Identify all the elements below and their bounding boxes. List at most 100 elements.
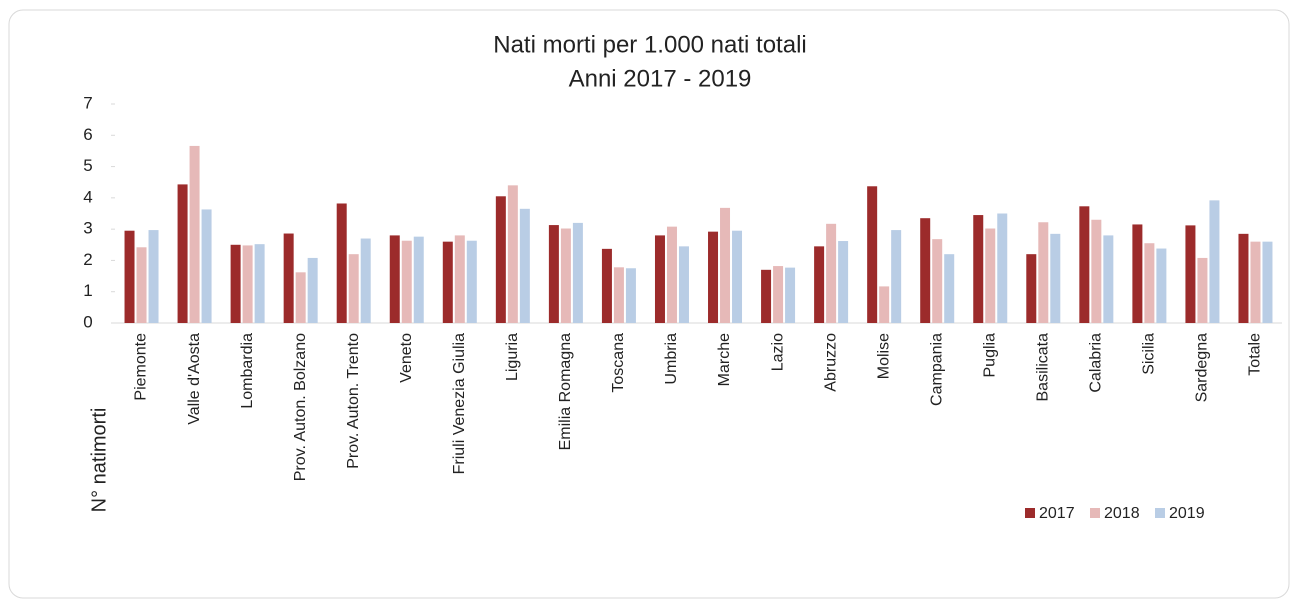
bar	[360, 238, 371, 323]
bar	[666, 226, 677, 323]
bar	[230, 244, 241, 323]
x-tick-label: Puglia	[981, 333, 998, 378]
bar	[519, 208, 530, 323]
x-tick-label: Marche	[716, 333, 733, 386]
bar	[1262, 241, 1273, 323]
bar	[625, 268, 636, 323]
bar	[295, 272, 306, 323]
y-tick-label: 1	[83, 281, 92, 300]
x-tick-label: Valle d'Aosta	[186, 333, 203, 425]
x-tick-label: Lombardia	[239, 333, 256, 409]
y-tick-label: 2	[83, 250, 92, 269]
legend-label: 2018	[1104, 505, 1140, 522]
x-tick-label: Calabria	[1088, 333, 1105, 393]
bar	[1209, 200, 1220, 323]
legend-swatch	[1090, 508, 1100, 518]
x-tick-label: Piemonte	[133, 333, 150, 401]
bar	[761, 269, 772, 323]
bar	[1144, 243, 1155, 323]
legend-swatch	[1025, 508, 1035, 518]
bar	[708, 231, 719, 323]
bar	[1132, 224, 1143, 323]
bar	[242, 245, 253, 323]
bar	[814, 246, 825, 323]
bar	[507, 185, 518, 323]
legend-swatch	[1155, 508, 1165, 518]
y-tick-label: 6	[83, 125, 92, 144]
bar	[613, 267, 624, 323]
bar	[136, 247, 147, 323]
x-tick-label: Liguria	[504, 333, 521, 381]
x-tick-label: Toscana	[610, 333, 627, 393]
bar	[1103, 235, 1114, 323]
bar	[442, 241, 453, 323]
x-tick-label: Friuli Venezia Giulia	[451, 333, 468, 475]
bar	[283, 233, 294, 323]
bar	[1026, 254, 1037, 323]
bar	[1185, 225, 1196, 323]
bar	[1079, 206, 1090, 323]
bar	[201, 209, 212, 323]
x-tick-label: Totale	[1247, 333, 1264, 376]
x-tick-label: Abruzzo	[822, 333, 839, 392]
x-tick-label: Emilia Romagna	[557, 333, 574, 450]
bar	[177, 184, 188, 323]
chart-frame	[8, 9, 1290, 599]
legend-label: 2017	[1039, 505, 1075, 522]
bar	[932, 239, 943, 323]
bar	[773, 266, 784, 323]
bar	[307, 257, 318, 323]
bar	[336, 203, 347, 323]
y-tick-label: 4	[83, 187, 92, 206]
bar	[1050, 233, 1061, 323]
bar	[1238, 233, 1249, 323]
legend-label: 2019	[1169, 505, 1205, 522]
x-tick-label: Veneto	[398, 333, 415, 383]
bar	[879, 286, 890, 323]
x-tick-label: Molise	[875, 333, 892, 379]
bar	[920, 218, 931, 323]
bar	[348, 254, 359, 323]
x-tick-label: Prov. Auton. Bolzano	[292, 333, 309, 481]
bar	[389, 235, 400, 323]
bar	[1197, 257, 1208, 323]
bar	[732, 230, 743, 323]
x-tick-label: Sardegna	[1194, 333, 1211, 402]
bar	[401, 240, 412, 323]
bar	[189, 145, 200, 323]
x-tick-label: Lazio	[769, 333, 786, 371]
chart-subtitle: Anni 2017 - 2019	[569, 65, 752, 92]
bar	[560, 228, 571, 323]
x-tick-label: Basilicata	[1035, 333, 1052, 402]
bar	[826, 223, 837, 323]
bar	[720, 207, 731, 323]
bar	[601, 248, 612, 323]
bar	[572, 222, 583, 323]
bar	[1156, 248, 1167, 323]
bar	[867, 186, 878, 323]
bar	[785, 267, 796, 323]
y-tick-label: 5	[83, 156, 92, 175]
bar	[466, 240, 477, 323]
bar	[678, 246, 689, 323]
bar	[838, 241, 849, 323]
bar	[997, 213, 1008, 323]
y-axis-label: N° natimorti	[88, 408, 110, 513]
bar	[124, 230, 135, 323]
bar	[1091, 219, 1102, 323]
bar	[254, 244, 265, 323]
y-tick-label: 7	[83, 93, 92, 112]
bar	[1038, 222, 1049, 323]
chart-title: Nati morti per 1.000 nati totali	[493, 31, 807, 58]
y-tick-label: 3	[83, 219, 92, 238]
x-tick-label: Campania	[928, 333, 945, 406]
bar	[1250, 241, 1261, 323]
y-tick-label: 0	[83, 312, 92, 331]
bar	[548, 225, 559, 323]
bar	[454, 235, 465, 323]
bar	[985, 228, 996, 323]
bar	[495, 196, 506, 323]
bar	[891, 230, 902, 323]
bar	[413, 236, 424, 323]
